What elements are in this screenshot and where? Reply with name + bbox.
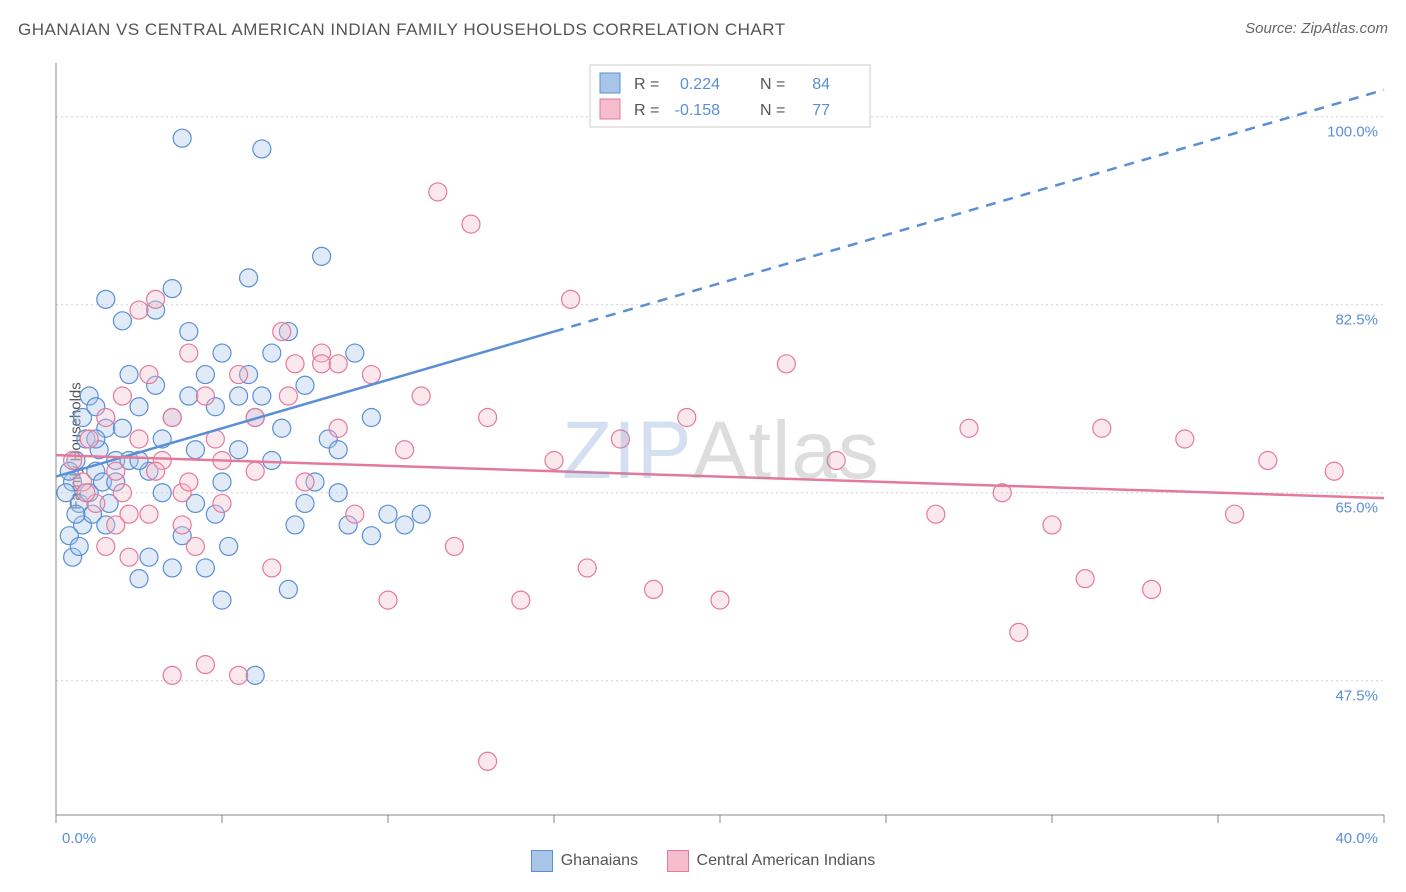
svg-text:77: 77 [812,102,830,119]
legend-item-ghanaians: Ghanaians [531,850,638,872]
svg-text:40.0%: 40.0% [1335,830,1378,847]
svg-text:0.0%: 0.0% [62,830,96,847]
svg-text:N =: N = [760,76,785,93]
chart-svg: 47.5% 65.0% 82.5% 100.0% 0.0% 40.0% R = 0.224 N … [48,55,1394,847]
svg-text:R =: R = [634,102,659,119]
svg-text:84: 84 [812,76,830,93]
source: Source: ZipAtlas.com [1245,20,1388,38]
svg-text:65.0%: 65.0% [1335,500,1378,517]
svg-text:N =: N = [760,102,785,119]
plot-area: 47.5% 65.0% 82.5% 100.0% 0.0% 40.0% R = 0.224 N … [48,55,1394,847]
source-name: ZipAtlas.com [1301,20,1388,37]
legend-swatch-cai [667,850,689,872]
legend: Ghanaians Central American Indians [0,850,1406,877]
svg-text:100.0%: 100.0% [1327,124,1378,141]
legend-label-ghanaians: Ghanaians [561,852,638,870]
chart-title: GHANAIAN VS CENTRAL AMERICAN INDIAN FAMI… [18,20,786,40]
svg-text:-0.158: -0.158 [675,102,720,119]
svg-text:47.5%: 47.5% [1335,688,1378,705]
svg-text:82.5%: 82.5% [1335,312,1378,329]
source-label: Source: [1245,20,1297,37]
legend-label-cai: Central American Indians [697,852,876,870]
svg-text:R =: R = [634,76,659,93]
legend-item-cai: Central American Indians [667,850,876,872]
legend-swatch-ghanaians [531,850,553,872]
header: GHANAIAN VS CENTRAL AMERICAN INDIAN FAMI… [18,20,1388,40]
svg-text:0.224: 0.224 [680,76,720,93]
